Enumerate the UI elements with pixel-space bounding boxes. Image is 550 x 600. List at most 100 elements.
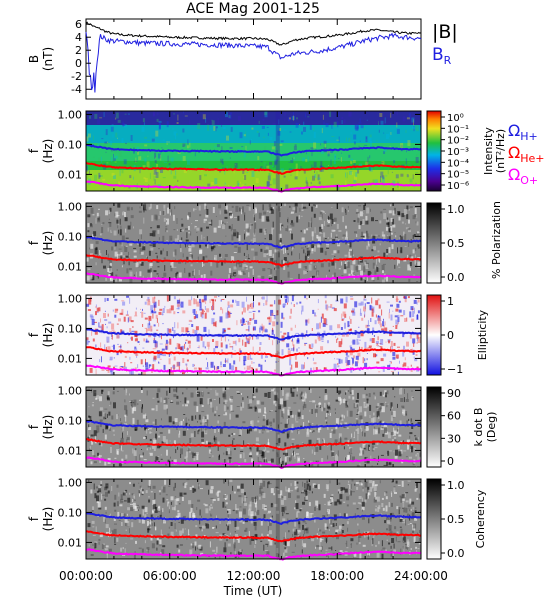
- heatmap-cell: [142, 509, 144, 516]
- heatmap-cell: [394, 549, 396, 554]
- heatmap-cell: [356, 402, 359, 405]
- heatmap-cell: [255, 496, 257, 503]
- heatmap-cell: [176, 218, 178, 224]
- heatmap-cell: [331, 224, 333, 227]
- heatmap-cell: [101, 544, 104, 550]
- heatmap-cell: [125, 409, 128, 416]
- heatmap-cell: [115, 211, 119, 218]
- heatmap-cell: [128, 268, 132, 270]
- heatmap-cell: [410, 364, 412, 367]
- heatmap-cell: [381, 309, 383, 316]
- heatmap-cell: [334, 501, 338, 506]
- heatmap-cell: [218, 295, 220, 297]
- heatmap-cell: [238, 348, 241, 353]
- heatmap-cell: [152, 509, 154, 513]
- heatmap-cell: [247, 509, 251, 516]
- heatmap-cell: [100, 484, 103, 487]
- heatmap-cell: [111, 156, 113, 162]
- heatmap-cell: [409, 456, 412, 459]
- heatmap-cell: [367, 156, 369, 163]
- heatmap-cell: [419, 457, 421, 461]
- heatmap-cell: [401, 494, 405, 499]
- heatmap-cell: [241, 393, 242, 395]
- heatmap-cell: [349, 345, 352, 348]
- heatmap-cell: [303, 534, 304, 538]
- heatmap-cell: [220, 366, 222, 368]
- colorbar-units: (Deg): [485, 412, 498, 443]
- heatmap-cell: [203, 503, 206, 505]
- heatmap-cell: [325, 300, 327, 304]
- heatmap-cell: [373, 458, 376, 460]
- heatmap-cell: [405, 158, 407, 165]
- heatmap-cell: [277, 424, 279, 429]
- heatmap-cell: [273, 401, 276, 405]
- heatmap-cell: [305, 252, 306, 256]
- heatmap-cell: [176, 428, 178, 430]
- heatmap-cell: [144, 514, 147, 518]
- heatmap-cell: [387, 168, 389, 175]
- heatmap-cell: [404, 388, 405, 394]
- heatmap-cell: [205, 387, 208, 389]
- heatmap-cell: [413, 119, 414, 126]
- heatmap-cell: [267, 482, 269, 489]
- heatmap-cell: [352, 160, 356, 163]
- heatmap-cell: [142, 324, 144, 327]
- heatmap-cell: [142, 452, 144, 456]
- heatmap-cell: [141, 486, 143, 491]
- heatmap-cell: [259, 327, 261, 333]
- heatmap-cell: [174, 135, 176, 140]
- heatmap-cell: [302, 157, 306, 162]
- heatmap-cell: [315, 404, 317, 409]
- heatmap-cell: [337, 365, 340, 368]
- heatmap-cell: [328, 554, 329, 559]
- heatmap-cell: [242, 318, 245, 323]
- heatmap-cell: [133, 493, 135, 498]
- heatmap-cell: [129, 297, 131, 304]
- heatmap-cell: [351, 357, 353, 359]
- heatmap-cell: [360, 275, 363, 281]
- heatmap-cell: [415, 513, 418, 514]
- heatmap-cell: [318, 181, 321, 185]
- heatmap-cell: [117, 343, 119, 345]
- heatmap-cell: [333, 161, 336, 164]
- heatmap-cell: [212, 549, 216, 552]
- heatmap-cell: [404, 233, 407, 240]
- heatmap-cell: [311, 328, 313, 331]
- heatmap-cell: [356, 486, 359, 490]
- heatmap-cell: [90, 141, 92, 145]
- heatmap-cell: [413, 523, 417, 529]
- heatmap-cell: [240, 402, 242, 407]
- heatmap-cell: [117, 203, 121, 208]
- heatmap-cell: [198, 367, 200, 370]
- heatmap-cell: [382, 547, 386, 550]
- heatmap-cell: [345, 391, 347, 395]
- heatmap-cell: [164, 397, 168, 404]
- heatmap-cell: [390, 371, 394, 373]
- colorbar-label: Coherency: [474, 489, 487, 548]
- heatmap-cell: [86, 339, 89, 345]
- heatmap-cell: [287, 253, 289, 256]
- heatmap-cell: [321, 224, 324, 230]
- heatmap-cell: [109, 331, 113, 333]
- heatmap-cell: [98, 488, 102, 493]
- heatmap-cell: [120, 498, 124, 503]
- heatmap-cell: [413, 447, 416, 449]
- heatmap-cell: [307, 156, 309, 163]
- heatmap-cell: [386, 275, 388, 282]
- heatmap-cell: [299, 124, 301, 125]
- heatmap-cell: [113, 502, 116, 507]
- heatmap-cell: [196, 227, 200, 231]
- heatmap-cell: [343, 269, 347, 274]
- heatmap-cell: [348, 395, 351, 399]
- heatmap-cell: [405, 543, 407, 549]
- heatmap-cell: [126, 268, 129, 274]
- heatmap-cell: [229, 494, 231, 501]
- heatmap-cell: [149, 522, 151, 524]
- heatmap-cell: [406, 117, 410, 120]
- heatmap-cell: [243, 501, 245, 504]
- heatmap-cell: [123, 513, 126, 518]
- heatmap-cell: [141, 548, 144, 553]
- heatmap-cell: [289, 205, 291, 208]
- heatmap-cell: [146, 547, 150, 550]
- heatmap-cell: [204, 419, 207, 423]
